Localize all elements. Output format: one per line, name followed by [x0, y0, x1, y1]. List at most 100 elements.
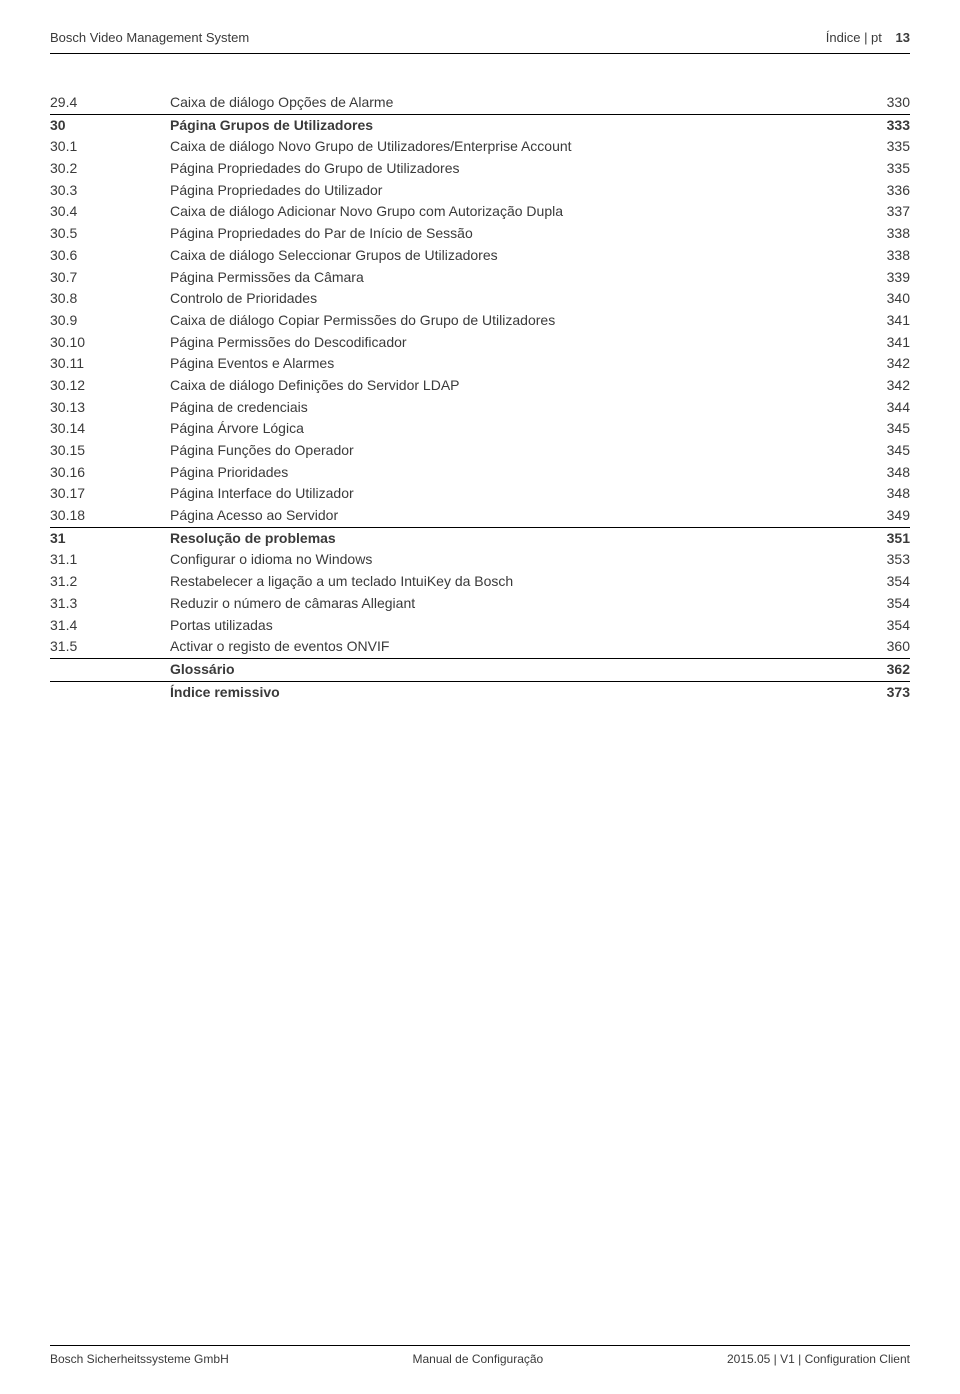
toc-entry-number: 31.2 — [50, 571, 170, 593]
header-page-number: 13 — [896, 30, 910, 45]
toc-row: 30.15Página Funções do Operador345 — [50, 440, 910, 462]
toc-entry-title: Página Interface do Utilizador — [170, 483, 860, 505]
toc-entry-title: Caixa de diálogo Adicionar Novo Grupo co… — [170, 201, 860, 223]
toc-entry-page: 349 — [860, 505, 910, 527]
footer-left: Bosch Sicherheitssysteme GmbH — [50, 1352, 229, 1366]
toc-entry-title: Página Eventos e Alarmes — [170, 353, 860, 375]
toc-entry-title: Caixa de diálogo Seleccionar Grupos de U… — [170, 245, 860, 267]
toc-entry-page: 338 — [860, 223, 910, 245]
toc-entry-number: 30.8 — [50, 288, 170, 310]
toc-entry-number: 30.9 — [50, 310, 170, 332]
toc-entry-number: 30.16 — [50, 462, 170, 484]
toc-entry-title: Página Funções do Operador — [170, 440, 860, 462]
toc-entry-number: 30.5 — [50, 223, 170, 245]
toc-entry-page: 344 — [860, 397, 910, 419]
toc-entry-page: 338 — [860, 245, 910, 267]
toc-entry-number: 30.6 — [50, 245, 170, 267]
toc-entry-title: Restabelecer a ligação a um teclado Intu… — [170, 571, 860, 593]
toc-entry-title: Página Prioridades — [170, 462, 860, 484]
toc-entry-title: Portas utilizadas — [170, 615, 860, 637]
toc-entry-title: Página Acesso ao Servidor — [170, 505, 860, 527]
toc-row: 30.17Página Interface do Utilizador348 — [50, 483, 910, 505]
toc-entry-title: Caixa de diálogo Copiar Permissões do Gr… — [170, 310, 860, 332]
header-index-label: Índice | pt — [826, 30, 882, 45]
toc-row: 31.3Reduzir o número de câmaras Allegian… — [50, 593, 910, 615]
page-header: Bosch Video Management System Índice | p… — [50, 30, 910, 54]
toc-entry-page: 353 — [860, 549, 910, 571]
toc-entry-number: 30.7 — [50, 267, 170, 289]
toc-row: 30.16Página Prioridades348 — [50, 462, 910, 484]
toc-row: 30.6Caixa de diálogo Seleccionar Grupos … — [50, 245, 910, 267]
toc-entry-page: 354 — [860, 571, 910, 593]
toc-entry-number: 30.4 — [50, 201, 170, 223]
toc-entry-number: 30.11 — [50, 353, 170, 375]
toc-entry-page: 341 — [860, 310, 910, 332]
toc-entry-number: 30.3 — [50, 180, 170, 202]
toc-entry-number — [50, 682, 170, 704]
toc-row: 30.7Página Permissões da Câmara339 — [50, 267, 910, 289]
toc-entry-title: Caixa de diálogo Opções de Alarme — [170, 92, 860, 114]
toc-entry-number: 30.12 — [50, 375, 170, 397]
toc-entry-title: Configurar o idioma no Windows — [170, 549, 860, 571]
toc-row: 31.1Configurar o idioma no Windows353 — [50, 549, 910, 571]
toc-entry-page: 348 — [860, 462, 910, 484]
header-title: Bosch Video Management System — [50, 30, 249, 45]
toc-entry-number: 30.13 — [50, 397, 170, 419]
toc-entry-number: 30.2 — [50, 158, 170, 180]
toc-entry-title: Índice remissivo — [170, 682, 860, 704]
toc-entry-page: 351 — [860, 528, 910, 550]
toc-entry-page: 345 — [860, 440, 910, 462]
toc-row: 30Página Grupos de Utilizadores333 — [50, 114, 910, 137]
toc-entry-page: 336 — [860, 180, 910, 202]
toc-row: 29.4Caixa de diálogo Opções de Alarme330 — [50, 92, 910, 114]
toc-entry-page: 354 — [860, 615, 910, 637]
toc-entry-page: 330 — [860, 92, 910, 114]
toc-entry-page: 342 — [860, 353, 910, 375]
table-of-contents: 29.4Caixa de diálogo Opções de Alarme330… — [50, 92, 910, 703]
toc-entry-number: 30.17 — [50, 483, 170, 505]
toc-row: 30.3Página Propriedades do Utilizador336 — [50, 180, 910, 202]
toc-entry-title: Página Propriedades do Utilizador — [170, 180, 860, 202]
toc-entry-number: 30.18 — [50, 505, 170, 527]
toc-row: 31.2Restabelecer a ligação a um teclado … — [50, 571, 910, 593]
toc-entry-page: 362 — [860, 659, 910, 681]
page-content: Bosch Video Management System Índice | p… — [0, 0, 960, 703]
toc-entry-number: 31.4 — [50, 615, 170, 637]
footer-center: Manual de Configuração — [412, 1352, 543, 1366]
toc-row: 30.2Página Propriedades do Grupo de Util… — [50, 158, 910, 180]
toc-entry-page: 348 — [860, 483, 910, 505]
page-footer: Bosch Sicherheitssysteme GmbH Manual de … — [50, 1345, 910, 1366]
toc-entry-title: Página Permissões do Descodificador — [170, 332, 860, 354]
toc-row: 30.12Caixa de diálogo Definições do Serv… — [50, 375, 910, 397]
toc-entry-page: 340 — [860, 288, 910, 310]
toc-entry-title: Caixa de diálogo Novo Grupo de Utilizado… — [170, 136, 860, 158]
toc-entry-page: 373 — [860, 682, 910, 704]
toc-row: 30.5Página Propriedades do Par de Início… — [50, 223, 910, 245]
toc-row: 30.8Controlo de Prioridades340 — [50, 288, 910, 310]
footer-right: 2015.05 | V1 | Configuration Client — [727, 1352, 910, 1366]
toc-entry-number: 30.10 — [50, 332, 170, 354]
toc-entry-title: Página Propriedades do Par de Início de … — [170, 223, 860, 245]
toc-entry-page: 345 — [860, 418, 910, 440]
toc-row: 30.10Página Permissões do Descodificador… — [50, 332, 910, 354]
toc-row: 30.11Página Eventos e Alarmes342 — [50, 353, 910, 375]
toc-entry-title: Caixa de diálogo Definições do Servidor … — [170, 375, 860, 397]
toc-entry-number: 31 — [50, 528, 170, 550]
toc-row: 30.4Caixa de diálogo Adicionar Novo Grup… — [50, 201, 910, 223]
toc-entry-title: Página Árvore Lógica — [170, 418, 860, 440]
toc-entry-number — [50, 659, 170, 681]
toc-entry-title: Página Grupos de Utilizadores — [170, 115, 860, 137]
toc-entry-number: 30.14 — [50, 418, 170, 440]
toc-row: 30.14Página Árvore Lógica345 — [50, 418, 910, 440]
toc-row: Índice remissivo373 — [50, 681, 910, 704]
toc-entry-page: 360 — [860, 636, 910, 658]
toc-entry-page: 333 — [860, 115, 910, 137]
toc-entry-number: 31.1 — [50, 549, 170, 571]
toc-entry-title: Página Propriedades do Grupo de Utilizad… — [170, 158, 860, 180]
toc-entry-page: 339 — [860, 267, 910, 289]
toc-entry-title: Glossário — [170, 659, 860, 681]
toc-entry-title: Página Permissões da Câmara — [170, 267, 860, 289]
toc-row: 30.1Caixa de diálogo Novo Grupo de Utili… — [50, 136, 910, 158]
toc-entry-number: 30 — [50, 115, 170, 137]
toc-row: 31Resolução de problemas351 — [50, 527, 910, 550]
